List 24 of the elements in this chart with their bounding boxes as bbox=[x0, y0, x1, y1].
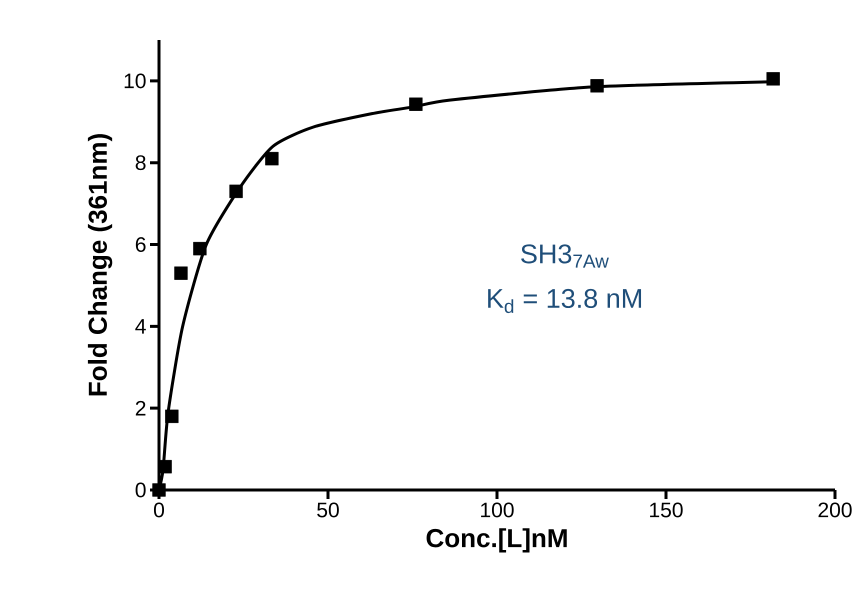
x-tick-label: 200 bbox=[818, 502, 852, 518]
x-tick-label: 100 bbox=[481, 502, 514, 518]
y-tick-label: 6 bbox=[136, 237, 146, 252]
point bbox=[229, 184, 243, 198]
y-tick-label: 4 bbox=[135, 319, 146, 334]
point bbox=[766, 72, 780, 86]
y-tick-label: 2 bbox=[136, 400, 146, 416]
y-tick-label: 10 bbox=[124, 73, 146, 88]
point bbox=[193, 242, 207, 256]
y-tick-label: 8 bbox=[136, 155, 146, 170]
x-axis-title: Conc.[L]nM bbox=[426, 528, 567, 552]
point bbox=[265, 152, 279, 166]
x-tick-label: 150 bbox=[650, 502, 683, 518]
x-tick-label: 0 bbox=[154, 502, 164, 518]
y-axis-title: Fold Change (361nm) bbox=[88, 134, 112, 396]
annotation: K$_{d}$ = 13.8 nM bbox=[488, 288, 642, 314]
point bbox=[409, 98, 423, 111]
annotation: SH3$_{7Aw}$ bbox=[521, 244, 609, 268]
point bbox=[174, 266, 188, 280]
point bbox=[590, 79, 604, 93]
y-tick-label: 0 bbox=[136, 482, 146, 498]
x-tick-label: 50 bbox=[317, 502, 339, 518]
point bbox=[165, 410, 179, 424]
point bbox=[152, 483, 166, 497]
